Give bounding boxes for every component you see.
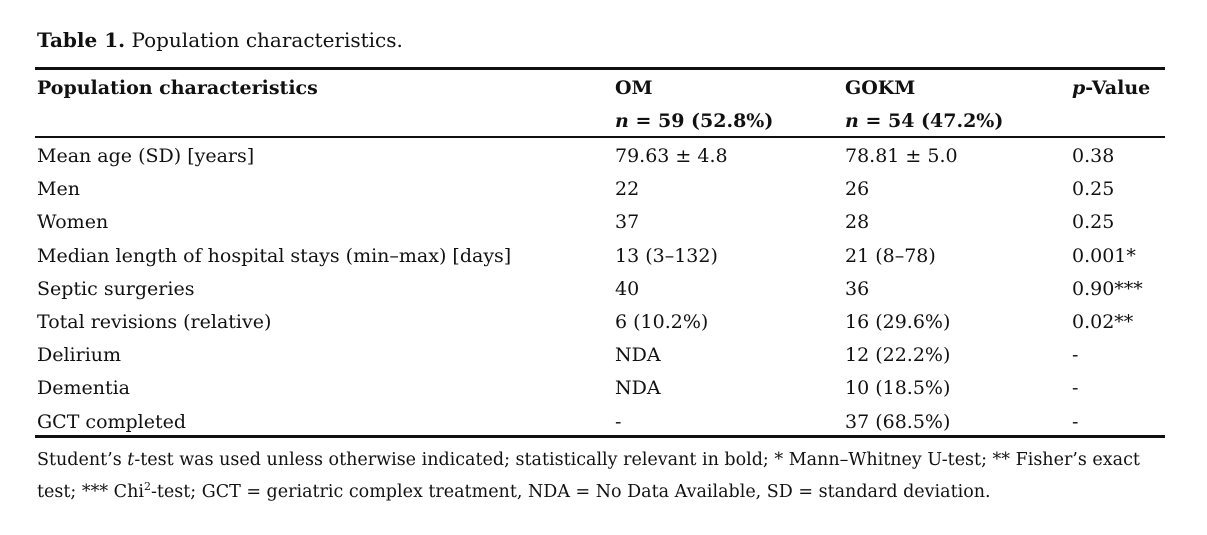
group-count: = 59 (52.8%) <box>635 110 774 132</box>
row-label: Men <box>37 178 80 201</box>
cell: 0.90*** <box>1072 277 1143 300</box>
p-text: -Value <box>1085 77 1151 99</box>
caption-text: Population characteristics. <box>131 28 403 52</box>
footnote-text: -test; GCT = geriatric complex treatment… <box>150 482 991 502</box>
row-label: GCT completed <box>37 410 187 433</box>
cell: 37 <box>615 211 640 234</box>
cell: 79.63 ± 4.8 <box>615 145 728 167</box>
cell: 0.25 <box>1072 211 1115 234</box>
row-label: Septic surgeries <box>37 277 195 300</box>
cell: 36 <box>845 277 870 300</box>
cell: - <box>1072 344 1079 367</box>
header-cell: OM <box>615 77 653 99</box>
cell: 0.02** <box>1072 311 1134 333</box>
cell: - <box>1072 410 1079 433</box>
header-cell: GOKM <box>845 77 916 99</box>
cell: 0.001* <box>1072 244 1136 267</box>
bottom-rule <box>35 435 1165 438</box>
row-label: Mean age (SD) [years] <box>37 145 255 167</box>
cell: 0.25 <box>1072 178 1115 201</box>
cell: 0.38 <box>1072 145 1115 167</box>
cell: 26 <box>845 178 870 201</box>
row-label: Dementia <box>37 377 131 400</box>
cell: 21 (8–78) <box>845 244 936 267</box>
cell: 78.81 ± 5.0 <box>845 145 958 167</box>
p-symbol: p <box>1072 77 1086 99</box>
header-rule <box>35 136 1165 138</box>
row-label: Delirium <box>37 344 122 367</box>
header-cell: n = 54 (47.2%) <box>845 107 1003 135</box>
cell: - <box>615 410 622 433</box>
cell: NDA <box>615 377 661 400</box>
cell: 37 (68.5%) <box>845 410 951 433</box>
header-cell: p-Value <box>1072 74 1150 102</box>
footnote-text: Student’s <box>37 450 122 470</box>
footnote-italic: t <box>127 450 135 470</box>
cell: 10 (18.5%) <box>845 377 951 400</box>
group-count: = 54 (47.2%) <box>865 110 1004 132</box>
n-symbol: n <box>615 110 629 132</box>
footnote: Student’s t-test was used unless otherwi… <box>37 444 1172 508</box>
header-cell: Population characteristics <box>37 77 318 99</box>
footnote-text: -test was used unless otherwise indicate… <box>37 450 1140 502</box>
caption: Table 1. Population characteristics. <box>37 26 403 54</box>
cell: - <box>1072 377 1079 400</box>
cell: 28 <box>845 211 870 234</box>
cell: 40 <box>615 277 640 300</box>
cell: 16 (29.6%) <box>845 311 951 333</box>
cell: 12 (22.2%) <box>845 344 951 367</box>
top-rule <box>35 67 1165 70</box>
caption-label: Table 1. <box>37 28 126 52</box>
footnote-superscript: 2 <box>143 480 151 494</box>
row-label: Median length of hospital stays (min–max… <box>37 244 512 267</box>
cell: 6 (10.2%) <box>615 311 709 333</box>
n-symbol: n <box>845 110 859 132</box>
cell: 13 (3–132) <box>615 244 718 267</box>
cell: NDA <box>615 344 661 367</box>
header-cell: n = 59 (52.8%) <box>615 107 773 135</box>
row-label: Women <box>37 211 109 234</box>
row-label: Total revisions (relative) <box>37 311 272 333</box>
cell: 22 <box>615 178 640 201</box>
